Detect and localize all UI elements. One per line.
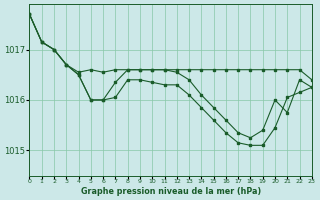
X-axis label: Graphe pression niveau de la mer (hPa): Graphe pression niveau de la mer (hPa)	[81, 187, 261, 196]
